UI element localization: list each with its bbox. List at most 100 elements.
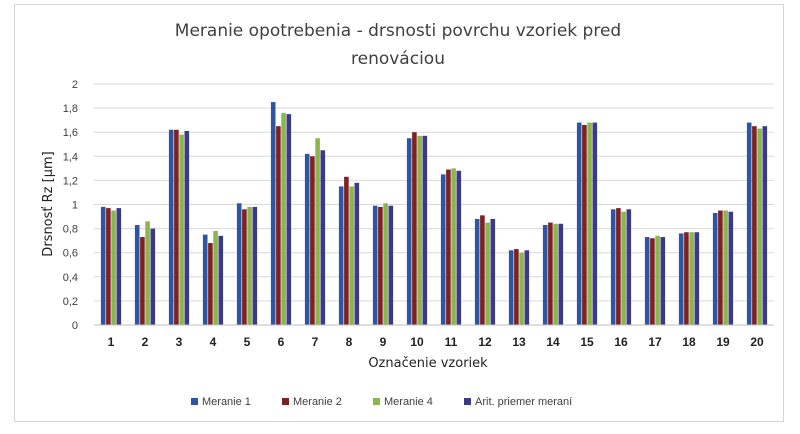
bar xyxy=(134,224,140,325)
y-tick-label: 0 xyxy=(72,320,78,332)
bar xyxy=(236,203,242,325)
y-tick-label: 0,8 xyxy=(63,224,78,236)
x-tick-label: 10 xyxy=(410,335,424,349)
bar xyxy=(213,231,218,325)
bar xyxy=(417,135,422,325)
bar xyxy=(718,210,723,325)
legend-label: Meranie 2 xyxy=(293,396,342,408)
bars xyxy=(100,102,768,325)
bar xyxy=(286,114,292,325)
legend-swatch xyxy=(464,398,471,405)
bar xyxy=(548,222,553,325)
bar xyxy=(406,138,412,325)
bar xyxy=(474,218,480,325)
bar xyxy=(372,205,378,325)
bar xyxy=(752,126,757,325)
legend-swatch xyxy=(373,398,380,405)
bar xyxy=(111,210,116,325)
bar xyxy=(252,206,258,325)
y-tick-label: 1,8 xyxy=(63,103,78,115)
legend-label: Meranie 1 xyxy=(202,396,251,408)
bar xyxy=(242,209,247,325)
bar xyxy=(582,124,587,325)
legend: Meranie 1 Meranie 2 Meranie 4 Arit. priemer… xyxy=(191,396,572,408)
bar xyxy=(310,156,315,325)
bar xyxy=(684,232,689,325)
x-tick-label: 15 xyxy=(580,335,594,349)
bar xyxy=(349,186,354,325)
bar xyxy=(320,150,326,325)
bar xyxy=(514,249,519,325)
x-tick-label: 11 xyxy=(445,335,458,349)
x-tick-label: 7 xyxy=(312,335,319,349)
bar xyxy=(655,235,660,325)
x-tick-label: 6 xyxy=(278,335,285,349)
x-axis-ticks: 1 2 3 4 5 6 7 8 9 10 11 12 13 14 15 16 17 18 19 20 xyxy=(108,335,764,349)
y-tick-label: 0,6 xyxy=(63,248,78,260)
chart-frame xyxy=(14,4,784,422)
x-axis-label: Označenie vzoriek xyxy=(368,356,488,371)
bar xyxy=(218,235,224,325)
x-tick-label: 8 xyxy=(346,335,353,349)
y-tick-label: 1,2 xyxy=(63,175,78,187)
chart-title-line-1: Meranie opotrebenia - drsnosti povrchu v… xyxy=(175,21,621,41)
bar xyxy=(106,208,111,325)
bar xyxy=(508,250,514,325)
bar xyxy=(576,122,582,325)
bar xyxy=(208,243,213,325)
legend-swatch xyxy=(191,398,198,405)
bar xyxy=(519,252,524,325)
bar xyxy=(746,122,752,325)
x-tick-label: 16 xyxy=(614,335,628,349)
bar xyxy=(304,153,310,325)
y-tick-label: 1 xyxy=(72,200,78,212)
bar xyxy=(621,211,626,325)
bar xyxy=(179,134,184,325)
bar xyxy=(689,232,694,325)
x-tick-label: 20 xyxy=(750,335,764,349)
x-tick-label: 18 xyxy=(682,335,696,349)
x-tick-label: 9 xyxy=(380,335,387,349)
bar xyxy=(383,203,388,325)
bar xyxy=(378,206,383,325)
x-tick-label: 19 xyxy=(716,335,730,349)
y-tick-label: 0,4 xyxy=(63,272,78,284)
bar xyxy=(354,182,360,325)
bar xyxy=(315,138,320,325)
bar xyxy=(174,129,179,325)
y-tick-label: 0,2 xyxy=(63,296,78,308)
bar xyxy=(451,168,456,325)
x-tick-label: 1 xyxy=(108,335,115,349)
y-tick-label: 1,4 xyxy=(63,151,78,163)
bar xyxy=(694,232,700,325)
bar xyxy=(553,223,558,325)
x-tick-label: 3 xyxy=(176,335,183,349)
bar xyxy=(184,130,190,325)
bar xyxy=(270,102,276,325)
bar xyxy=(558,223,564,325)
bar xyxy=(145,221,150,325)
bar xyxy=(276,126,281,325)
y-tick-label: 2 xyxy=(72,79,78,91)
bar xyxy=(610,209,616,325)
bar xyxy=(660,237,666,325)
bar xyxy=(626,209,632,325)
bar xyxy=(168,129,174,325)
legend-label: Meranie 4 xyxy=(384,396,433,408)
bar xyxy=(524,250,530,325)
bar xyxy=(542,224,548,325)
bar xyxy=(587,122,592,325)
bar xyxy=(140,237,145,325)
bar xyxy=(485,222,490,325)
bar xyxy=(490,218,496,325)
y-axis-ticks: 0 0,2 0,4 0,6 0,8 1 1,2 1,4 1,6 1,8 2 xyxy=(63,79,78,332)
bar xyxy=(723,210,728,325)
bar xyxy=(338,186,344,325)
bar xyxy=(712,212,718,325)
bar xyxy=(592,122,598,325)
bar xyxy=(644,237,650,325)
bar xyxy=(116,208,122,325)
bar xyxy=(480,215,485,325)
bar xyxy=(616,208,621,325)
